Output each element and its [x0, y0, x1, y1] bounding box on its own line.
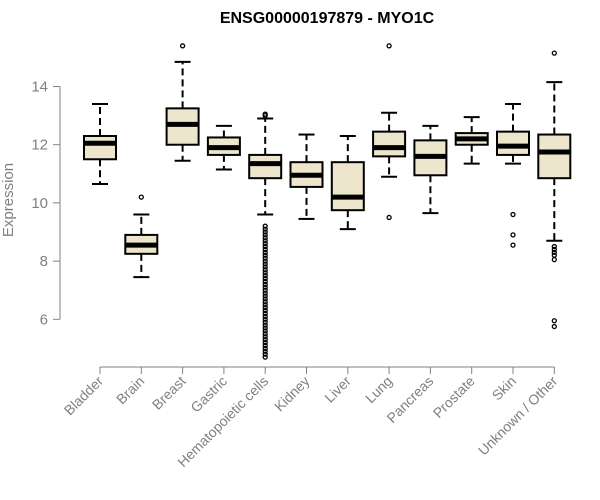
x-tick-label-2: Breast	[149, 373, 189, 413]
outlier-point	[262, 339, 268, 346]
outlier-point	[262, 275, 268, 282]
box-9	[454, 116, 489, 165]
x-tick-label-9: Prostate	[430, 373, 478, 421]
outlier-point	[551, 256, 557, 263]
box-iqr	[496, 130, 530, 156]
outlier-point	[262, 334, 268, 340]
outlier-point	[138, 194, 144, 200]
outlier-point	[262, 267, 268, 273]
outlier-point	[510, 242, 516, 248]
outlier-point	[262, 316, 268, 322]
outlier-point	[386, 214, 392, 221]
outlier-point	[386, 43, 392, 49]
outlier-point	[262, 261, 268, 267]
y-tick-label-14: 14	[31, 79, 48, 96]
x-tick-label-5: Kidney	[271, 373, 313, 415]
outlier-point	[262, 345, 268, 352]
box-4	[248, 111, 283, 360]
outlier-point	[262, 111, 268, 117]
outlier-point	[262, 258, 268, 264]
outlier-point	[179, 43, 186, 49]
box-iqr	[537, 133, 572, 180]
y-tick-label-6: 6	[40, 311, 48, 328]
outlier-point	[262, 284, 268, 290]
outlier-point	[262, 307, 268, 314]
outlier-point	[262, 255, 268, 261]
y-tick-label-12: 12	[31, 137, 48, 154]
outlier-point	[262, 246, 268, 253]
outlier-point	[551, 50, 557, 56]
box-8	[413, 124, 448, 215]
outlier-point	[262, 296, 268, 302]
outlier-point	[262, 342, 268, 349]
x-tick-label-0: Bladder	[61, 373, 107, 419]
outlier-point	[262, 331, 268, 337]
y-axis: 6 8 10 12 14	[31, 79, 61, 328]
box-iqr	[372, 130, 407, 158]
box-11	[537, 50, 572, 330]
outlier-point	[551, 252, 557, 258]
outlier-point	[262, 223, 268, 229]
outlier-point	[510, 211, 516, 218]
outlier-point	[262, 238, 268, 244]
outlier-point	[262, 351, 268, 357]
box-0	[83, 103, 117, 185]
outlier-point	[551, 318, 557, 324]
x-tick-label-6: Liver	[321, 373, 354, 406]
outlier-point	[551, 323, 557, 330]
outlier-point	[262, 348, 268, 354]
outlier-point	[262, 240, 268, 247]
outlier-point	[262, 264, 268, 270]
y-tick-label-10: 10	[31, 195, 48, 212]
box-5	[289, 133, 324, 220]
outlier-point	[262, 281, 268, 288]
outlier-point	[262, 310, 268, 317]
outlier-point	[262, 328, 268, 334]
outlier-point	[262, 290, 268, 296]
outlier-point	[262, 313, 268, 320]
outlier-point	[262, 322, 268, 328]
box-1	[124, 194, 159, 279]
outlier-point	[262, 287, 268, 293]
x-tick-label-7: Lung	[362, 373, 395, 406]
chart-title: ENSG00000197879 - MYO1C	[220, 10, 435, 27]
box-2	[165, 43, 200, 162]
outlier-point	[262, 229, 268, 235]
outlier-point	[262, 354, 268, 360]
outlier-point	[510, 232, 516, 238]
x-tick-label-1: Brain	[113, 373, 147, 407]
outlier-point	[262, 232, 268, 238]
box-10	[496, 103, 530, 248]
outlier-point	[262, 325, 268, 331]
outlier-point	[262, 252, 268, 258]
outlier-point	[262, 278, 268, 285]
outlier-point	[551, 246, 557, 253]
box-6	[330, 135, 365, 231]
outlier-point	[262, 243, 268, 250]
outlier-point	[262, 302, 268, 308]
box-7	[372, 43, 407, 221]
outlier-point	[262, 336, 268, 343]
y-tick-label-8: 8	[40, 253, 48, 270]
boxes-group	[83, 43, 572, 360]
outlier-point	[262, 293, 268, 299]
outlier-point	[262, 304, 268, 311]
outlier-point	[551, 243, 557, 250]
outlier-point	[262, 235, 268, 241]
x-tick-label-10: Skin	[489, 373, 520, 404]
box-3	[206, 124, 241, 171]
y-axis-label: Expression	[0, 163, 17, 237]
outlier-point	[262, 319, 268, 325]
box-iqr	[248, 153, 283, 180]
outlier-point	[262, 249, 268, 256]
outlier-point	[262, 272, 268, 279]
box-iqr	[83, 135, 117, 161]
outlier-point	[551, 249, 557, 256]
outlier-point	[262, 270, 268, 276]
box-iqr	[330, 161, 365, 212]
outlier-point	[262, 226, 268, 232]
outlier-point	[262, 299, 268, 305]
